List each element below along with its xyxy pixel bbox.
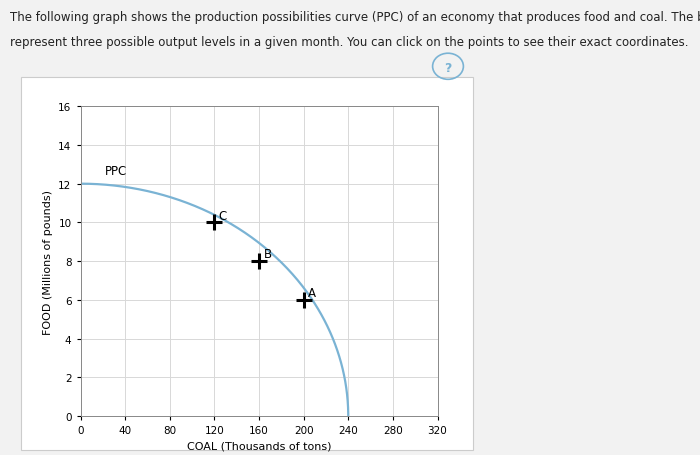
Text: ?: ? — [444, 62, 452, 75]
Text: represent three possible output levels in a given month. You can click on the po: represent three possible output levels i… — [10, 36, 689, 50]
Y-axis label: FOOD (Millions of pounds): FOOD (Millions of pounds) — [43, 189, 52, 334]
Text: A: A — [308, 287, 316, 299]
Text: The following graph shows the production possibilities curve (PPC) of an economy: The following graph shows the production… — [10, 11, 700, 25]
Text: B: B — [263, 248, 272, 261]
Text: PPC: PPC — [105, 165, 127, 177]
Text: C: C — [219, 209, 227, 222]
X-axis label: COAL (Thousands of tons): COAL (Thousands of tons) — [187, 441, 331, 451]
